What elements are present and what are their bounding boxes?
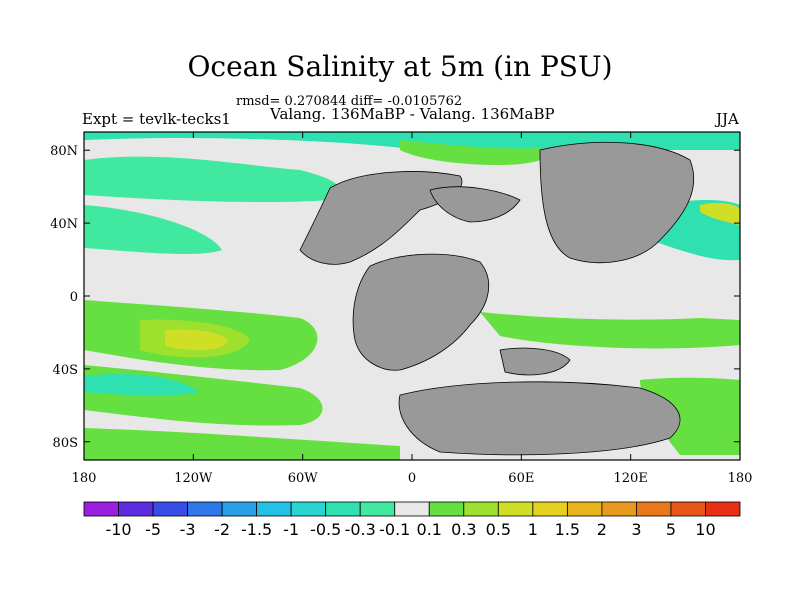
- lon-tick-label: 180: [728, 471, 753, 486]
- lon-tick-label: 0: [408, 471, 416, 486]
- colorbar-swatch: [256, 501, 292, 517]
- southern-ocean-cyan: [84, 373, 200, 396]
- colorbar-label: -0.3: [345, 520, 376, 539]
- colorbar-label: 3: [631, 520, 641, 539]
- colorbar: -10 -5 -3 -2 -1.5 -1 -0.5 -0.3 -0.1 0.1 0.3 0.5 1 1.5…: [83, 501, 741, 539]
- arctic-green: [400, 140, 548, 165]
- lat-tick-label: 40N: [50, 217, 78, 232]
- colorbar-swatch: [221, 501, 258, 517]
- lat-tick-label: 80S: [53, 436, 78, 451]
- europe-landmass: [429, 186, 521, 223]
- south-pacific-gyre-yellow: [165, 329, 228, 351]
- india-landmass: [499, 347, 571, 376]
- asia-landmass: [539, 141, 695, 264]
- colorbar-label: 10: [695, 520, 715, 539]
- colorbar-label: 1: [528, 520, 538, 539]
- experiment-label: Expt = tevlk-tecks1: [82, 110, 231, 128]
- colorbar-label: -10: [105, 520, 131, 539]
- colorbar-label: -0.1: [379, 520, 410, 539]
- colorbar-swatch: [118, 501, 154, 517]
- colorbar-label: -5: [145, 520, 161, 539]
- colorbar-label: 2: [597, 520, 607, 539]
- southeast-green: [640, 377, 740, 455]
- colorbar-swatch: [187, 501, 223, 517]
- longitude-axis: 180 120W 60W 0 60E 120E 180: [72, 132, 753, 486]
- colorbar-swatch: [705, 501, 741, 517]
- kuroshio-yellow: [700, 202, 740, 225]
- antarctica-australia-landmass: [398, 381, 681, 456]
- lon-tick-label: 60W: [288, 471, 319, 486]
- north-pacific-band: [84, 156, 340, 203]
- colorbar-swatch: [463, 501, 499, 517]
- colorbar-swatch: [83, 501, 119, 517]
- colorbar-swatch: [636, 501, 672, 517]
- lon-tick-label: 120W: [174, 471, 213, 486]
- colorbar-swatch: [497, 501, 534, 517]
- lon-tick-label: 120E: [614, 471, 648, 486]
- colorbar-label: 1.5: [555, 520, 580, 539]
- colorbar-swatch: [152, 501, 188, 517]
- colorbar-label: -2: [214, 520, 230, 539]
- lat-tick-label: 0: [70, 290, 78, 305]
- difference-label: Valang. 136MaBP - Valang. 136MaBP: [270, 105, 555, 123]
- colorbar-label: -0.5: [310, 520, 341, 539]
- colorbar-label: 0.3: [451, 520, 476, 539]
- antarctic-margin-green: [84, 428, 400, 460]
- colorbar-swatch: [290, 501, 327, 517]
- lon-tick-label: 60E: [508, 471, 534, 486]
- page-title: Ocean Salinity at 5m (in PSU): [187, 50, 613, 83]
- lon-tick-label: 180: [72, 471, 97, 486]
- colorbar-swatch: [670, 501, 706, 517]
- lat-tick-label: 40S: [53, 363, 78, 378]
- season-label: JJA: [716, 110, 739, 128]
- colorbar-swatch: [359, 501, 396, 517]
- colorbar-swatch: [532, 501, 568, 517]
- colorbar-swatch: [428, 501, 465, 517]
- colorbar-swatch: [394, 501, 430, 517]
- colorbar-label: 5: [666, 520, 676, 539]
- map-field: [84, 132, 740, 460]
- colorbar-swatch: [325, 501, 361, 517]
- latitude-axis: 80N 40N 0 40S 80S: [50, 144, 740, 451]
- colorbar-swatch: [566, 501, 603, 517]
- lat-tick-label: 80N: [50, 144, 78, 159]
- rmsd-diff-stats: rmsd= 0.270844 diff= -0.0105762: [236, 94, 463, 109]
- indian-ocean-green: [480, 312, 740, 349]
- colorbar-label: 0.1: [417, 520, 442, 539]
- colorbar-label: -1.5: [241, 520, 272, 539]
- north-america-landmass: [299, 171, 463, 265]
- colorbar-label: 0.5: [486, 520, 511, 539]
- colorbar-label: -1: [283, 520, 299, 539]
- gondwana-africa-southamerica: [352, 253, 489, 371]
- subtropical-pacific-band: [84, 205, 222, 254]
- colorbar-swatch: [601, 501, 637, 517]
- colorbar-label: -3: [180, 520, 196, 539]
